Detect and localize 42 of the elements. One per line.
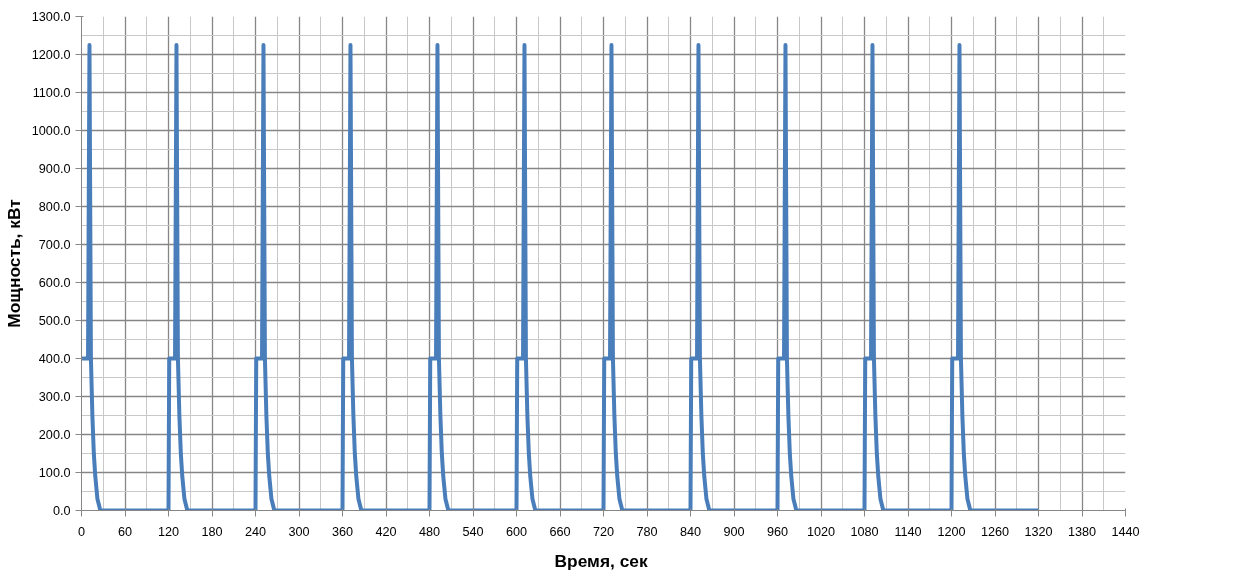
y-tick-label: 0.0	[52, 504, 71, 518]
y-tick-label: 800.0	[38, 200, 71, 214]
x-tick-label: 240	[244, 524, 267, 539]
y-tick-label: 1000.0	[31, 124, 71, 138]
x-tick-label: 480	[418, 524, 441, 539]
x-tick-label: 1200	[937, 524, 966, 539]
x-tick-label: 900	[723, 524, 745, 539]
x-tick-label: 1140	[894, 524, 922, 539]
y-tick-label: 1300.0	[31, 10, 71, 24]
x-tick-label: 300	[288, 524, 310, 539]
y-tick-label: 200.0	[38, 428, 71, 442]
x-tick-label: 1380	[1067, 524, 1097, 539]
x-tick-label: 180	[201, 524, 223, 539]
y-tick-label: 700.0	[38, 238, 71, 252]
x-tick-label: 840	[679, 524, 702, 539]
x-tick-label: 1440	[1111, 524, 1140, 539]
y-tick-label: 500.0	[38, 314, 71, 328]
x-tick-label: 0	[77, 524, 86, 539]
y-tick-label: 1200.0	[31, 48, 71, 62]
line-series	[81, 43, 1041, 511]
x-tick-label: 420	[375, 524, 397, 539]
x-tick-label: 120	[157, 524, 180, 539]
x-tick-label: 540	[462, 524, 484, 539]
y-axis-title: Мощность, кВт	[3, 199, 24, 328]
x-tick-label: 1080	[850, 524, 879, 539]
x-tick-label: 1260	[980, 524, 1010, 539]
y-tick-label: 600.0	[38, 276, 71, 290]
x-tick-label: 1020	[806, 524, 836, 539]
x-tick-label: 960	[766, 524, 789, 539]
x-tick-label: 780	[636, 524, 658, 539]
x-tick-label: 720	[592, 524, 615, 539]
x-tick-label: 360	[331, 524, 354, 539]
y-tick-label: 900.0	[38, 162, 71, 176]
y-tick-label: 1100.0	[32, 86, 71, 100]
x-tick-label: 660	[549, 524, 571, 539]
y-tick-label: 400.0	[38, 352, 71, 366]
x-tick-label: 1320	[1024, 524, 1053, 539]
x-tick-label: 600	[505, 524, 528, 539]
x-tick-label: 60	[117, 524, 133, 539]
y-tick-label: 100.0	[38, 466, 71, 480]
x-axis-title: Время, сек	[554, 550, 648, 571]
y-tick-label: 300.0	[38, 390, 71, 404]
